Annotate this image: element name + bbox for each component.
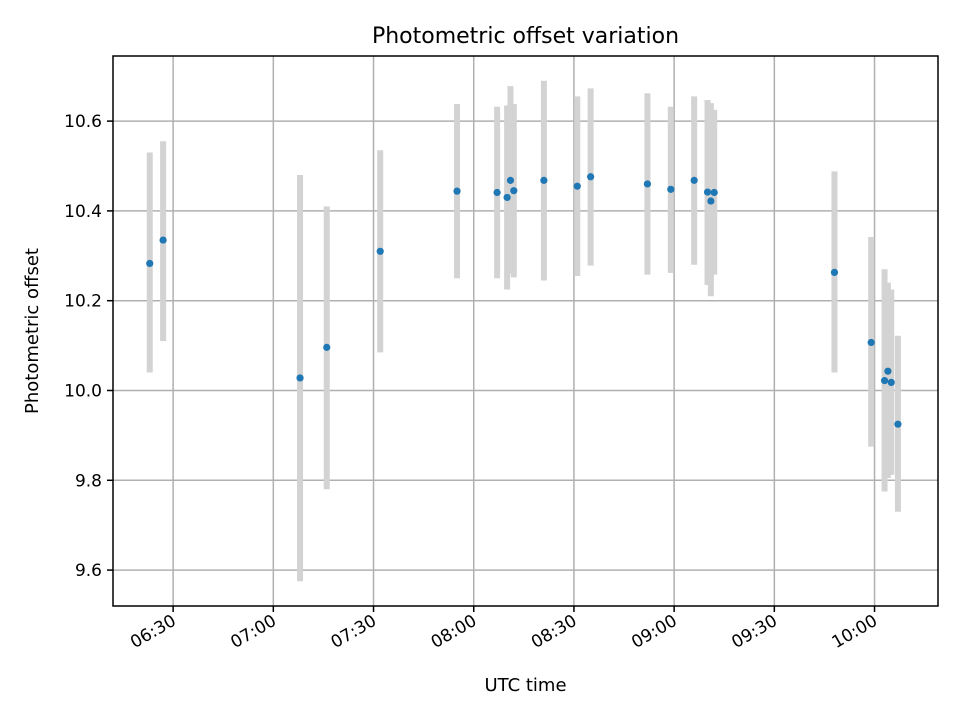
data-point [690,176,698,184]
data-point [376,247,384,255]
data-points [146,173,902,428]
data-point [510,187,518,195]
x-tick-label: 07:00 [227,611,279,653]
data-point [540,176,548,184]
y-tick-label: 10.6 [64,112,102,132]
chart-title: Photometric offset variation [372,24,679,49]
data-point [707,197,715,205]
data-point [830,268,839,277]
data-point [643,180,652,188]
data-point [667,185,675,193]
x-tick-label: 09:00 [628,611,680,653]
data-point [880,377,889,385]
y-tick-label: 10.4 [64,202,102,222]
data-point [573,182,581,190]
y-axis-ticks: 9.6 9.8 10.0 10.2 10.4 10.6 [64,112,113,581]
x-tick-label: 07:30 [328,611,380,653]
data-point [710,188,718,197]
data-point [506,176,515,184]
x-axis-ticks: 06:30 07:00 07:30 08:00 08:30 09:00 09:30 10:00 [127,606,881,653]
data-point [503,193,511,202]
x-tick-label: 08:30 [528,611,580,653]
data-point [867,338,875,347]
data-point [296,374,304,382]
data-point [453,187,461,195]
data-point [703,188,712,196]
x-axis-label: UTC time [484,675,566,696]
data-point [323,343,331,351]
data-point [887,378,895,387]
y-tick-label: 10.2 [64,292,102,312]
data-point [894,420,902,428]
x-tick-label: 06:30 [127,611,179,653]
x-tick-label: 08:00 [428,611,480,653]
data-point [493,188,501,197]
error-bars [146,80,901,582]
grid [113,56,938,606]
data-point [159,236,167,244]
data-point [884,367,892,375]
x-tick-label: 09:30 [728,611,780,653]
plot-frame [112,55,939,607]
data-point [146,259,154,268]
y-tick-label: 10.0 [64,381,102,401]
y-tick-label: 9.6 [75,561,102,581]
x-tick-label: 10:00 [829,611,881,653]
y-axis-label: Photometric offset [22,248,43,414]
data-point [587,173,595,181]
y-tick-label: 9.8 [75,471,102,491]
